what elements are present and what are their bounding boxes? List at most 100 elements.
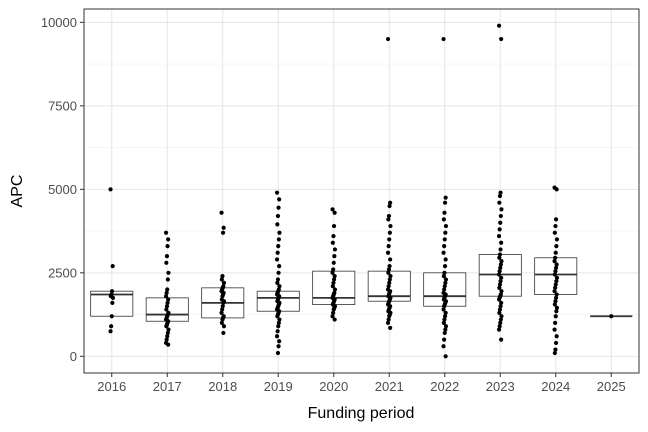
data-point bbox=[219, 310, 224, 315]
data-point bbox=[219, 277, 224, 282]
data-point bbox=[276, 237, 281, 242]
data-point bbox=[275, 329, 280, 334]
data-point bbox=[332, 274, 337, 279]
data-point bbox=[553, 217, 559, 222]
data-point bbox=[497, 193, 503, 199]
data-point bbox=[443, 277, 449, 282]
boxes bbox=[90, 254, 633, 322]
data-point bbox=[385, 250, 391, 255]
plot-border bbox=[83, 8, 640, 374]
data-point bbox=[554, 309, 559, 314]
data-point bbox=[442, 244, 447, 249]
x-tick-label: 2018 bbox=[208, 379, 237, 394]
data-point bbox=[498, 265, 503, 270]
data-point bbox=[497, 255, 502, 260]
data-point bbox=[553, 299, 558, 304]
y-tick-label: 10000 bbox=[41, 15, 77, 30]
data-point bbox=[499, 240, 504, 245]
data-point bbox=[443, 310, 448, 315]
data-point bbox=[110, 300, 115, 305]
data-point bbox=[331, 310, 336, 315]
data-point bbox=[553, 269, 558, 274]
data-point bbox=[220, 304, 225, 309]
x-tick-label: 2019 bbox=[264, 379, 293, 394]
data-point bbox=[388, 274, 393, 279]
data-point bbox=[499, 337, 504, 342]
data-point bbox=[331, 260, 336, 265]
data-point bbox=[277, 317, 282, 322]
data-point bbox=[497, 307, 503, 312]
data-point bbox=[553, 314, 558, 319]
data-point bbox=[442, 200, 448, 205]
data-point bbox=[443, 280, 448, 285]
data-point bbox=[498, 262, 503, 267]
data-point bbox=[164, 254, 170, 259]
data-point bbox=[275, 280, 280, 285]
data-point bbox=[497, 269, 502, 274]
data-point bbox=[553, 295, 559, 300]
data-point bbox=[332, 287, 338, 292]
data-point bbox=[442, 330, 447, 336]
x-tick-label: 2024 bbox=[541, 379, 570, 394]
data-point bbox=[166, 270, 171, 275]
data-point bbox=[496, 297, 502, 302]
data-point bbox=[442, 304, 447, 309]
data-point bbox=[499, 36, 504, 42]
y-tick-label: 2500 bbox=[48, 265, 77, 280]
data-point bbox=[497, 227, 502, 232]
data-point bbox=[388, 257, 393, 262]
data-point bbox=[443, 257, 448, 262]
data-point bbox=[166, 342, 171, 347]
data-point bbox=[442, 287, 447, 292]
data-point bbox=[554, 279, 559, 284]
data-point bbox=[165, 244, 170, 249]
data-point bbox=[554, 334, 559, 339]
data-point bbox=[498, 247, 503, 252]
data-point bbox=[277, 339, 282, 344]
data-point bbox=[331, 233, 336, 239]
data-point bbox=[443, 354, 448, 359]
data-point bbox=[164, 304, 170, 309]
data-point bbox=[330, 207, 335, 212]
data-point bbox=[220, 317, 225, 322]
data-point bbox=[276, 320, 281, 326]
data-point bbox=[385, 320, 391, 326]
data-point bbox=[331, 223, 337, 229]
data-point bbox=[496, 23, 502, 28]
data-point bbox=[443, 230, 448, 235]
data-point bbox=[387, 203, 392, 209]
data-point bbox=[497, 324, 502, 329]
data-point bbox=[442, 237, 447, 242]
data-point bbox=[330, 270, 335, 275]
data-point bbox=[386, 213, 392, 219]
data-point bbox=[110, 295, 116, 300]
data-point bbox=[332, 210, 337, 215]
data-point bbox=[554, 292, 559, 297]
data-point bbox=[441, 217, 446, 222]
data-point bbox=[499, 289, 504, 294]
data-point bbox=[441, 320, 446, 326]
data-point bbox=[164, 324, 169, 329]
data-point bbox=[165, 300, 170, 305]
data-point bbox=[109, 314, 114, 319]
data-point bbox=[219, 210, 224, 215]
data-point bbox=[442, 210, 447, 215]
data-point bbox=[331, 307, 336, 312]
data-point bbox=[164, 337, 169, 342]
data-point bbox=[221, 324, 227, 329]
data-point bbox=[165, 334, 170, 339]
data-point bbox=[331, 280, 336, 285]
data-point bbox=[275, 213, 281, 219]
data-point bbox=[330, 314, 335, 319]
y-tick-label: 5000 bbox=[48, 182, 77, 197]
data-point bbox=[332, 317, 337, 322]
data-point bbox=[110, 264, 115, 269]
data-point bbox=[332, 254, 337, 259]
data-point bbox=[164, 290, 169, 295]
data-point bbox=[274, 190, 280, 195]
data-point bbox=[220, 294, 225, 299]
data-point bbox=[499, 259, 504, 264]
data-point bbox=[498, 190, 503, 195]
data-point bbox=[277, 284, 282, 289]
